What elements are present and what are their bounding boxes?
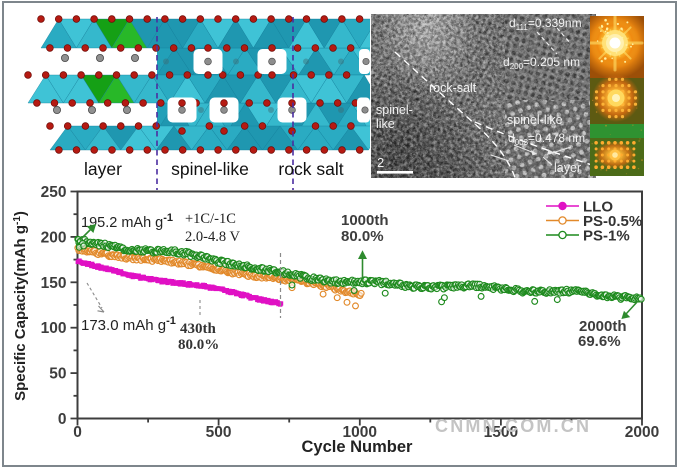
svg-text:+1C/-1C: +1C/-1C — [185, 211, 236, 227]
svg-text:173.0 mAh g-1: 173.0 mAh g-1 — [81, 315, 176, 334]
svg-text:PS-0.5%: PS-0.5% — [583, 213, 642, 230]
svg-text:d200=0.205 nm: d200=0.205 nm — [503, 55, 580, 71]
svg-text:2000: 2000 — [625, 424, 659, 441]
svg-text:2000th: 2000th — [579, 318, 627, 335]
svg-text:spinel-: spinel- — [376, 103, 413, 117]
svg-text:1000: 1000 — [343, 424, 377, 441]
svg-text:2.0-4.8 V: 2.0-4.8 V — [185, 229, 240, 245]
svg-text:2: 2 — [377, 155, 384, 170]
svg-text:50: 50 — [49, 366, 66, 383]
svg-text:layer: layer — [84, 159, 122, 179]
svg-text:500: 500 — [206, 424, 232, 441]
svg-text:0: 0 — [58, 411, 67, 428]
svg-text:430th: 430th — [180, 321, 216, 337]
svg-text:rock salt: rock salt — [278, 159, 343, 179]
svg-text:150: 150 — [41, 275, 67, 292]
svg-text:200: 200 — [41, 229, 67, 246]
svg-text:250: 250 — [41, 185, 67, 201]
svg-text:PS-1%: PS-1% — [583, 228, 630, 245]
svg-text:spinel-like: spinel-like — [507, 113, 563, 127]
svg-text:spinel-like: spinel-like — [171, 159, 249, 179]
svg-text:layer: layer — [554, 161, 581, 175]
svg-text:LLO: LLO — [583, 199, 613, 216]
svg-text:80.0%: 80.0% — [341, 228, 384, 245]
svg-text:195.2 mAh g-1: 195.2 mAh g-1 — [81, 212, 173, 231]
svg-text:0: 0 — [73, 424, 82, 441]
svg-text:d111=0.339nm: d111=0.339nm — [509, 16, 582, 32]
svg-text:Specific Capacity(mAh g-1): Specific Capacity(mAh g-1) — [12, 211, 29, 401]
svg-text:80.0%: 80.0% — [178, 337, 219, 353]
svg-text:d003=0.478 nm: d003=0.478 nm — [508, 131, 585, 147]
svg-text:like: like — [376, 117, 395, 131]
svg-text:1500: 1500 — [484, 424, 518, 441]
svg-text:rock-salt: rock-salt — [429, 81, 477, 95]
svg-text:Cycle Number: Cycle Number — [302, 438, 414, 456]
svg-text:69.6%: 69.6% — [578, 333, 621, 350]
svg-text:1000th: 1000th — [341, 212, 389, 229]
svg-text:100: 100 — [41, 320, 67, 337]
